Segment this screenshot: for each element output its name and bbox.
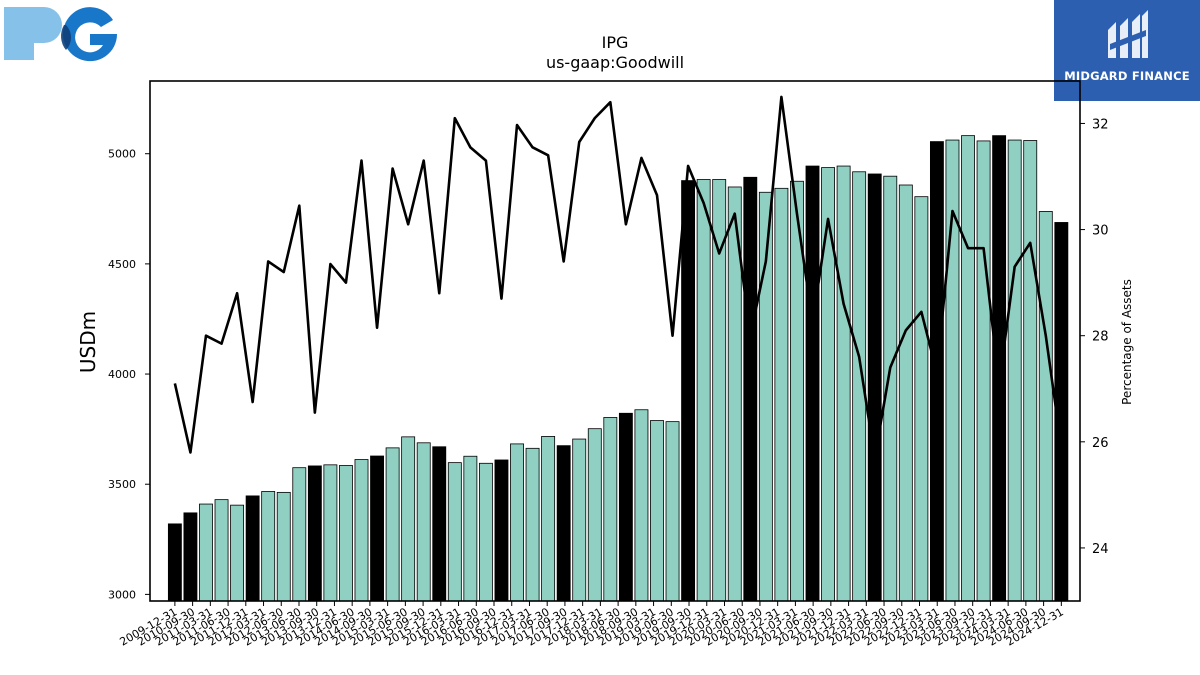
bar bbox=[199, 503, 213, 602]
bar bbox=[976, 140, 991, 602]
y2-tick-label: 26 bbox=[1092, 436, 1109, 451]
midgard-finance-logo: MIDGARD FINANCE bbox=[1054, 0, 1200, 101]
bar bbox=[836, 165, 851, 602]
bar bbox=[230, 504, 245, 602]
y-tick-label: 4500 bbox=[108, 258, 136, 271]
midgard-mark-icon bbox=[1108, 10, 1148, 58]
bar bbox=[696, 179, 711, 602]
bar bbox=[385, 447, 400, 602]
bar bbox=[1023, 140, 1038, 602]
bar bbox=[945, 139, 960, 602]
y-axis-label: USDm bbox=[76, 311, 100, 373]
percentage-of-assets-line bbox=[173, 95, 1063, 460]
y2-tick-label: 30 bbox=[1092, 224, 1109, 239]
bar bbox=[354, 459, 369, 602]
bar bbox=[867, 173, 882, 602]
bar bbox=[370, 455, 384, 602]
bar bbox=[245, 495, 260, 602]
bar bbox=[572, 438, 587, 602]
bar bbox=[416, 442, 431, 602]
bar bbox=[961, 135, 975, 602]
bar bbox=[603, 417, 618, 602]
bar bbox=[447, 462, 462, 602]
bar bbox=[634, 409, 649, 602]
bar bbox=[432, 446, 447, 602]
bar bbox=[323, 464, 338, 602]
y2-tick-label: 24 bbox=[1092, 542, 1109, 557]
y-tick-label: 5000 bbox=[108, 148, 136, 161]
bar bbox=[292, 467, 307, 602]
bar bbox=[276, 491, 291, 602]
plot-frame bbox=[149, 80, 1081, 602]
bar bbox=[821, 167, 835, 602]
bar bbox=[992, 135, 1007, 602]
bar bbox=[1007, 139, 1022, 602]
bar bbox=[774, 187, 789, 602]
ipg-logo bbox=[0, 0, 130, 70]
bar bbox=[494, 459, 509, 602]
bar bbox=[1038, 211, 1053, 602]
bar-series bbox=[167, 135, 1069, 602]
bar bbox=[261, 491, 276, 602]
bar bbox=[587, 428, 602, 602]
bar bbox=[463, 455, 478, 602]
y2-tick-label: 28 bbox=[1092, 330, 1109, 345]
bar bbox=[541, 436, 556, 602]
x-axis: 2009-12-312010-09-302011-03-312011-06-30… bbox=[118, 601, 1066, 649]
bar bbox=[618, 412, 633, 602]
y-tick-label: 3000 bbox=[108, 588, 136, 601]
bar bbox=[556, 445, 571, 602]
brand-name: MIDGARD FINANCE bbox=[1064, 69, 1190, 83]
y2-tick-label: 32 bbox=[1092, 117, 1109, 132]
bar bbox=[665, 421, 680, 602]
bar bbox=[183, 512, 198, 602]
y-tick-label: 3500 bbox=[108, 478, 136, 491]
bar bbox=[510, 443, 524, 602]
bar bbox=[650, 420, 664, 602]
bar bbox=[743, 176, 758, 602]
bar bbox=[214, 499, 229, 602]
chart-title: IPG bbox=[602, 33, 629, 52]
bar bbox=[525, 447, 540, 602]
line-series bbox=[173, 95, 1063, 460]
y-axis: 3000 3500 4000 4500 5000 bbox=[108, 148, 150, 601]
y2-axis-label: Percentage of Assets bbox=[1120, 279, 1134, 405]
bar bbox=[898, 184, 913, 602]
y2-axis: 24 26 28 30 32 bbox=[1080, 117, 1109, 557]
bar bbox=[681, 180, 696, 602]
chart-subtitle: us-gaap:Goodwill bbox=[546, 53, 684, 72]
bar bbox=[167, 523, 182, 602]
bar bbox=[478, 462, 493, 602]
bar bbox=[401, 436, 416, 602]
bar bbox=[914, 196, 929, 602]
bar bbox=[307, 465, 322, 602]
y-tick-label: 4000 bbox=[108, 368, 136, 381]
bar bbox=[339, 465, 353, 602]
bar bbox=[805, 165, 820, 602]
